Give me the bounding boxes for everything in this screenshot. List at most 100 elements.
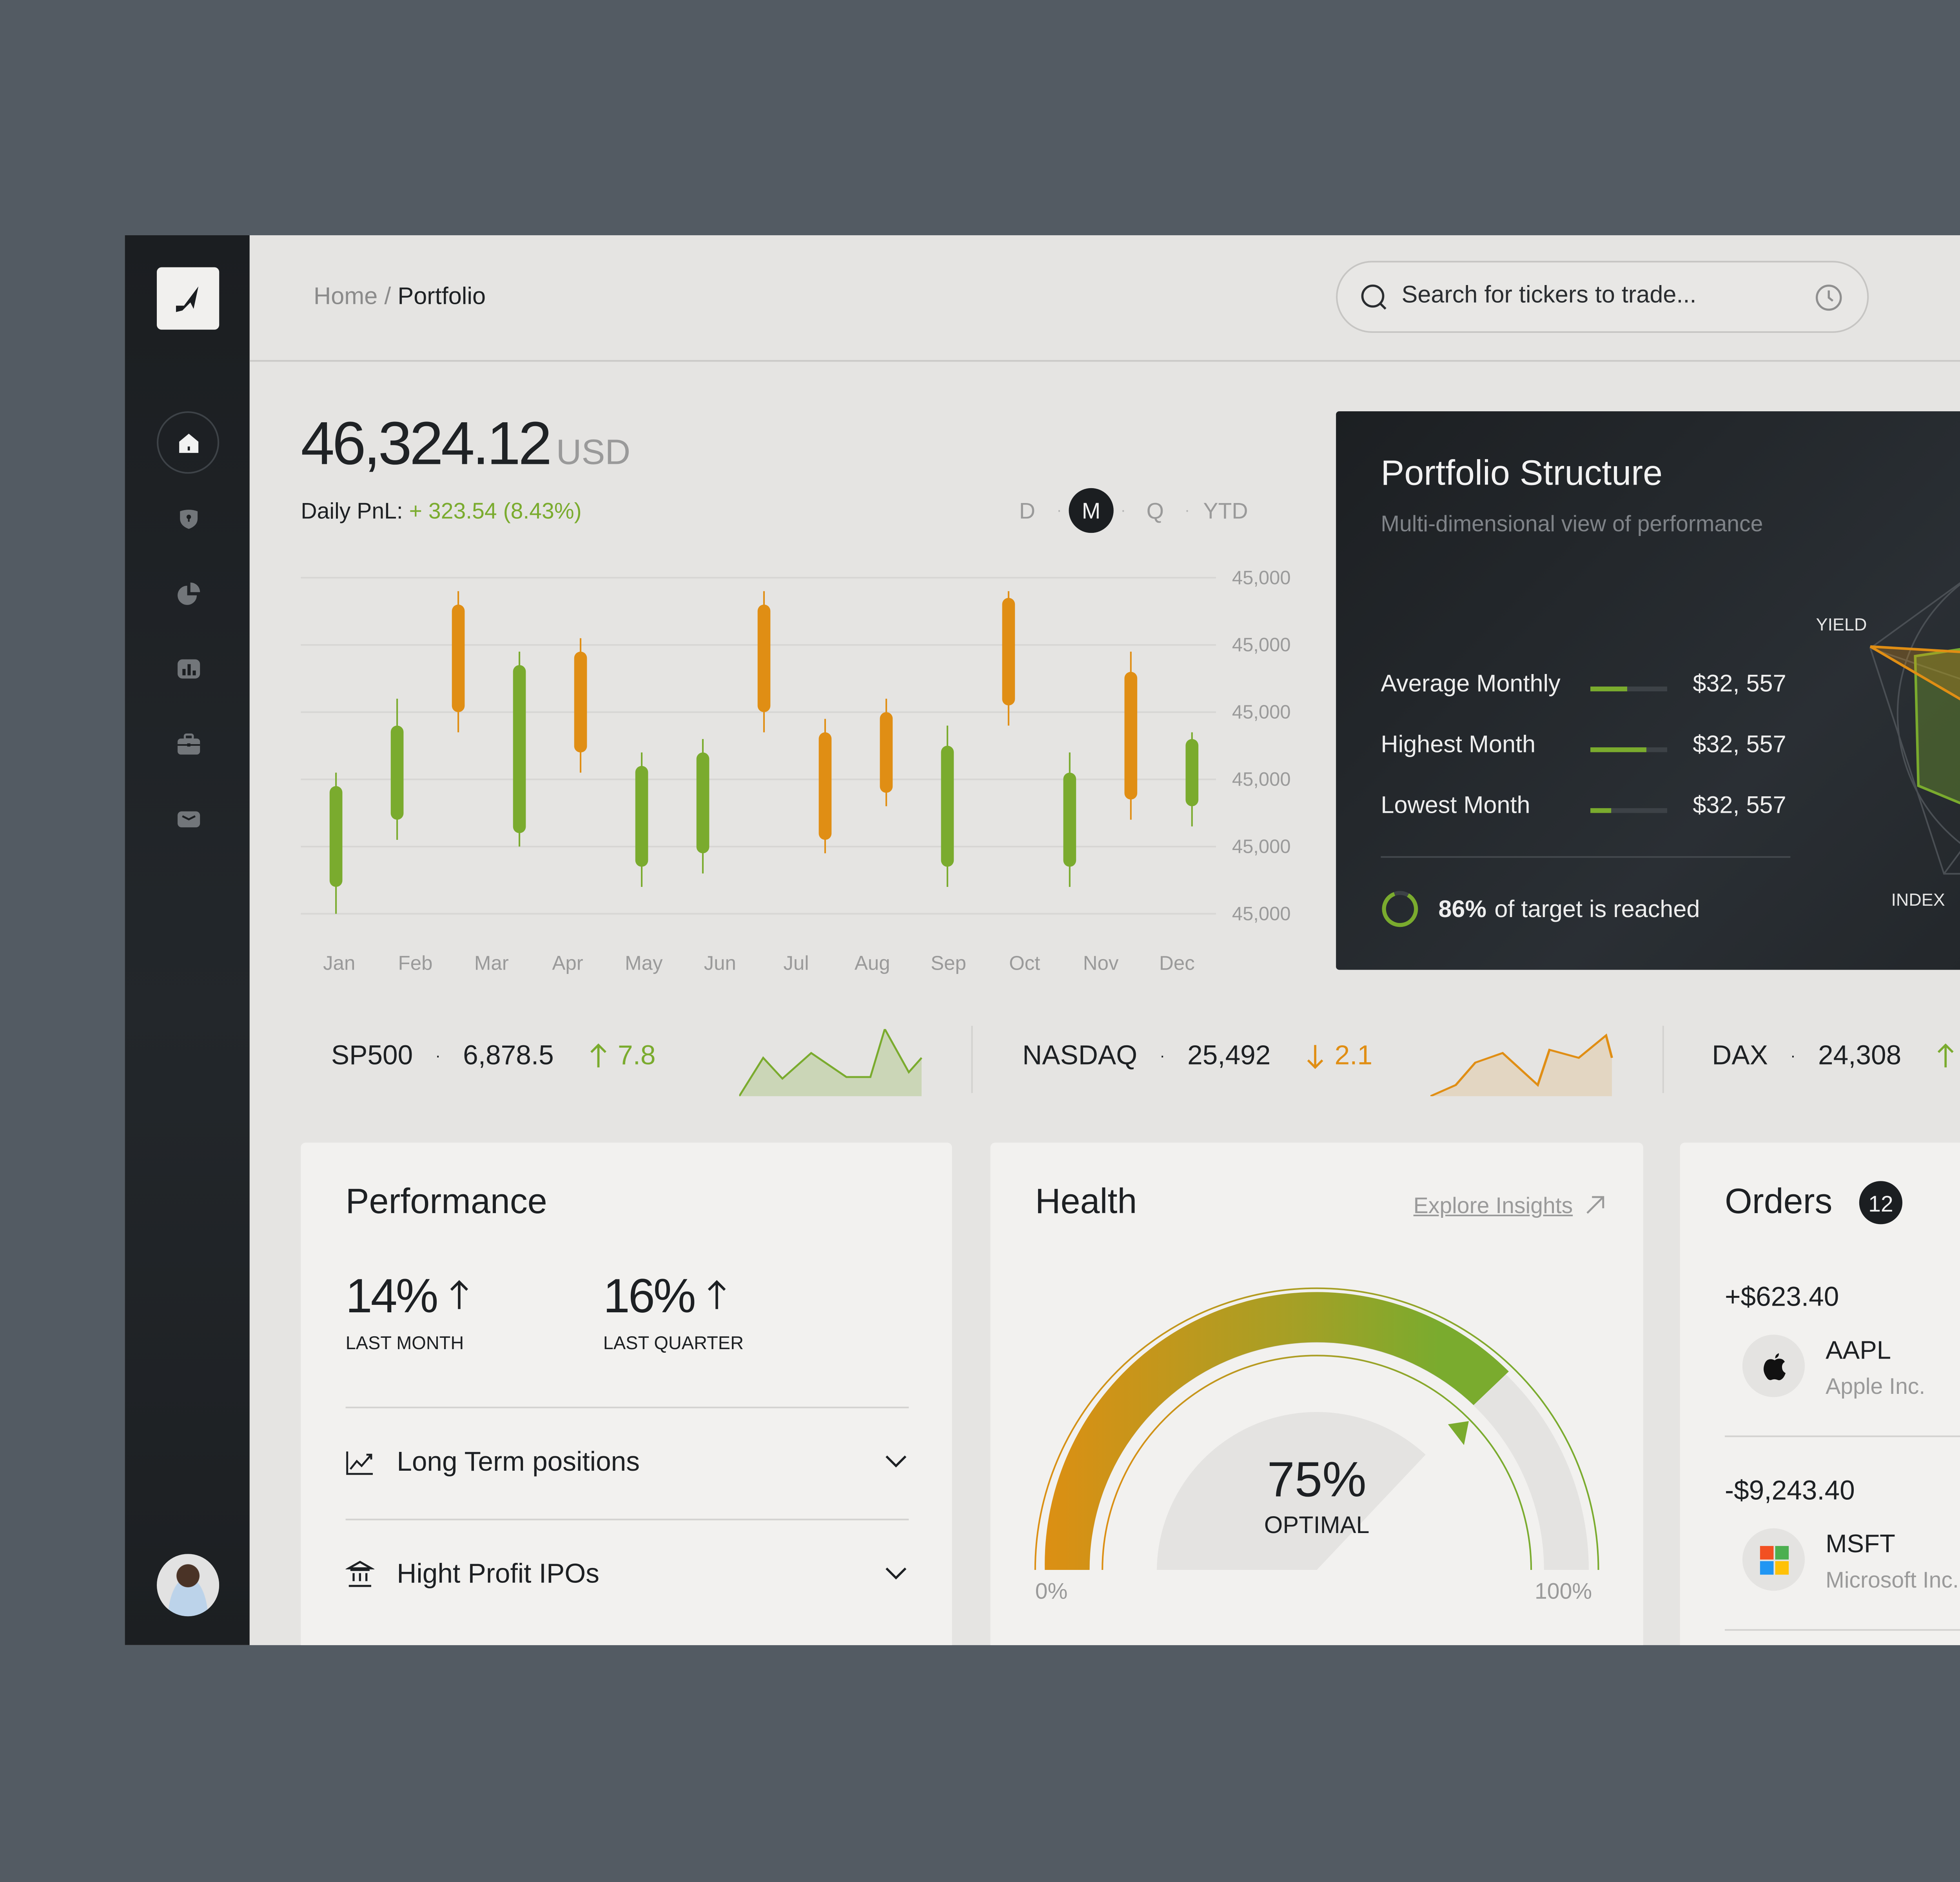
candle[interactable] xyxy=(329,786,343,887)
order-company: Apple Inc. xyxy=(1826,1373,1926,1399)
balance-amount: 46,324.12 xyxy=(301,411,552,479)
pie-chart-icon xyxy=(177,581,200,604)
metric-last-month: 14% xyxy=(346,1271,471,1325)
metric-label: LAST MONTH xyxy=(345,1335,464,1354)
order-company: Microsoft Inc. xyxy=(1826,1566,1959,1593)
shield-icon xyxy=(179,509,197,528)
range-m[interactable]: M xyxy=(1069,488,1114,533)
candle[interactable] xyxy=(696,752,710,854)
range-separator: · xyxy=(1120,501,1126,520)
ticker-dax[interactable]: DAX · 24,308 5.2 xyxy=(1712,1019,1960,1093)
search-bar[interactable] xyxy=(1336,261,1869,333)
x-tick-label: May xyxy=(625,952,663,975)
accordion-high-profit-ipos[interactable]: Hight Profit IPOs xyxy=(345,1552,909,1597)
sidebar-item-portfolio[interactable] xyxy=(157,712,219,774)
ticker-divider xyxy=(1662,1026,1664,1093)
health-card: Health Explore Insights 75% OPTIMAL 0% 1… xyxy=(990,1143,1643,1645)
candle[interactable] xyxy=(941,746,954,867)
x-tick-label: Sep xyxy=(931,952,966,975)
panel-title: Portfolio Structure xyxy=(1381,453,1663,493)
candle[interactable] xyxy=(513,665,526,833)
search-icon xyxy=(1361,284,1387,310)
x-tick-label: Feb xyxy=(398,952,433,975)
x-tick-label: Jun xyxy=(704,952,736,975)
breadcrumb-current: Portfolio xyxy=(397,283,486,311)
sidebar-item-analytics[interactable] xyxy=(157,637,219,699)
progress-ring-icon xyxy=(1382,891,1418,927)
candle[interactable] xyxy=(452,605,465,712)
ticker-change: 7.8 xyxy=(618,1040,656,1071)
sidebar-item-security[interactable] xyxy=(157,487,219,549)
bar-chart-icon xyxy=(177,658,200,678)
x-tick-label: Dec xyxy=(1159,952,1195,975)
candle[interactable] xyxy=(1063,772,1076,867)
ticker-sp500[interactable]: SP500 · 6,878.5 7.8 xyxy=(331,1019,656,1093)
sidebar xyxy=(125,235,250,1645)
chevron-down-icon[interactable] xyxy=(883,1560,909,1586)
y-tick-label: 45,000 xyxy=(1232,634,1291,656)
arrow-up-icon xyxy=(708,1280,726,1309)
stat-label: Average Monthly xyxy=(1381,670,1561,698)
x-tick-label: Nov xyxy=(1083,952,1119,975)
sparkline-sp500 xyxy=(739,1029,922,1096)
pnl-label: Daily PnL: xyxy=(301,498,403,523)
stat-value: $32, 557 xyxy=(1693,792,1786,819)
metric-last-quarter: 16% xyxy=(603,1271,729,1325)
candle[interactable] xyxy=(1124,672,1138,800)
card-title: Orders xyxy=(1724,1181,1833,1221)
stat-value: $32, 557 xyxy=(1693,670,1786,698)
stat-bar xyxy=(1590,808,1668,813)
company-logo xyxy=(1742,1335,1805,1397)
explore-insights-link[interactable]: Explore Insights xyxy=(1414,1192,1605,1218)
panel-subtitle: Multi-dimensional view of performance xyxy=(1381,510,1763,536)
daily-pnl: Daily PnL: + 323.54 (8.43%) xyxy=(301,498,581,523)
range-d[interactable]: D xyxy=(1019,498,1036,523)
sidebar-item-home[interactable] xyxy=(156,411,220,474)
portfolio-balance: 46,324.12 USD xyxy=(301,411,630,480)
target-percent: 86% xyxy=(1438,895,1486,923)
card-title: Health xyxy=(1035,1181,1137,1221)
ticker-value: 6,878.5 xyxy=(463,1040,554,1071)
breadcrumb-separator: / xyxy=(377,283,398,311)
breadcrumb-home[interactable]: Home xyxy=(313,283,378,311)
stat-bar xyxy=(1590,747,1668,752)
chevron-down-icon[interactable] xyxy=(883,1448,909,1474)
user-avatar[interactable] xyxy=(156,1554,220,1617)
range-ytd[interactable]: YTD xyxy=(1203,498,1248,523)
candle[interactable] xyxy=(1002,598,1015,706)
accordion-long-term-positions[interactable]: Long Term positions xyxy=(346,1440,909,1485)
company-logo xyxy=(1742,1528,1805,1591)
candlestick-chart xyxy=(301,577,1216,915)
gauge-max-label: 100% xyxy=(1535,1578,1592,1604)
candle[interactable] xyxy=(390,725,404,820)
candle[interactable] xyxy=(635,766,648,867)
candle[interactable] xyxy=(880,712,893,793)
candle[interactable] xyxy=(757,605,771,712)
card-title: Performance xyxy=(345,1181,547,1221)
portfolio-structure-panel: Portfolio Structure Multi-dimensional vi… xyxy=(1336,411,1960,970)
app-window: Home / Portfolio Trade assets 46,324.12U… xyxy=(125,235,1960,1645)
health-status: OPTIMAL xyxy=(1264,1512,1370,1540)
candle[interactable] xyxy=(574,652,587,753)
sidebar-item-inbox[interactable] xyxy=(157,787,219,850)
gauge-min-label: 0% xyxy=(1035,1578,1068,1604)
logo-mark-icon xyxy=(176,286,199,312)
apple-logo-icon xyxy=(1762,1352,1785,1380)
candle[interactable] xyxy=(1185,739,1199,807)
order-amount: -$9,243.40 xyxy=(1724,1475,1855,1506)
arrow-up-icon xyxy=(451,1280,469,1309)
ticker-divider xyxy=(971,1026,973,1093)
sidebar-item-allocation[interactable] xyxy=(157,562,219,624)
range-q[interactable]: Q xyxy=(1146,498,1164,523)
radar-axis-index: INDEX xyxy=(1891,891,1945,911)
stat-lowest-month: Lowest Month $32, 557 xyxy=(1381,792,1797,827)
brand-logo[interactable] xyxy=(156,267,220,330)
divider xyxy=(1724,1435,1960,1437)
accordion-label: Long Term positions xyxy=(397,1446,640,1477)
ticker-value: 24,308 xyxy=(1818,1040,1902,1071)
health-gauge xyxy=(1034,1287,1599,1570)
search-input[interactable] xyxy=(1401,282,1802,309)
ticker-nasdaq[interactable]: NASDAQ · 25,492 2.1 xyxy=(1022,1019,1372,1093)
candle[interactable] xyxy=(818,732,832,840)
history-clock-icon[interactable] xyxy=(1815,283,1843,312)
